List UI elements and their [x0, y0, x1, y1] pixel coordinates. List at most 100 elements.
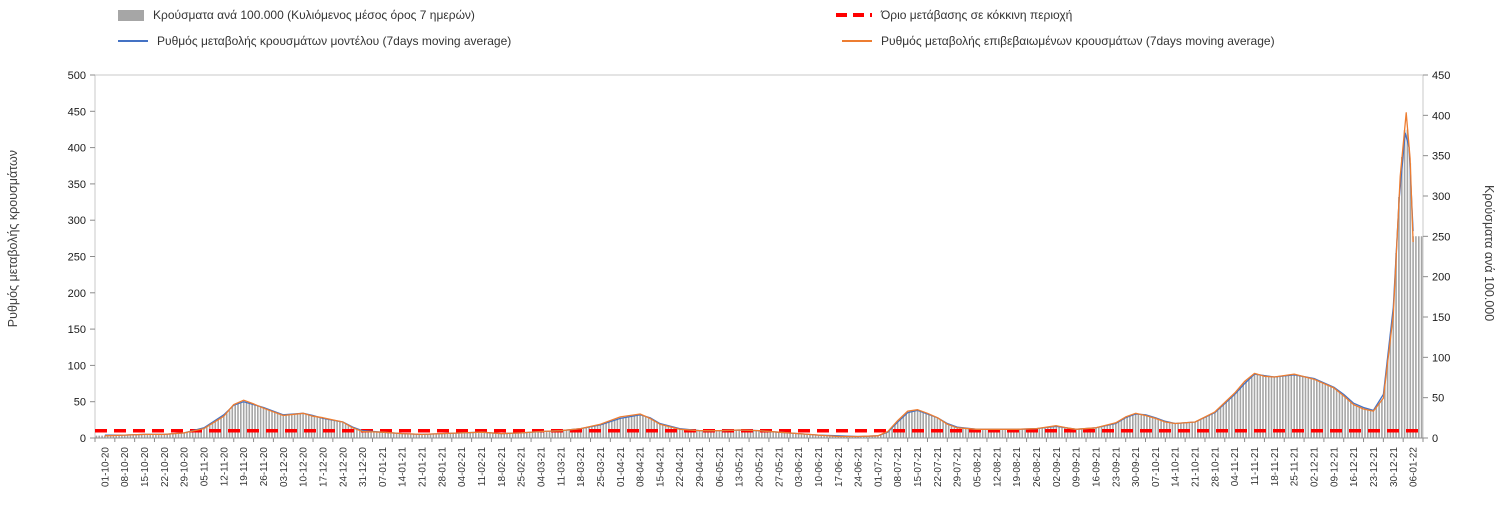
svg-text:14-10-21: 14-10-21 [1171, 447, 1182, 487]
legend-label-red-threshold: Όριο μετάβασης σε κόκκινη περιοχή [881, 8, 1073, 22]
bars-series-cases-per-100k [95, 129, 1423, 438]
svg-text:0: 0 [1432, 433, 1438, 445]
svg-text:08-07-21: 08-07-21 [893, 447, 904, 487]
svg-text:26-08-21: 26-08-21 [1032, 447, 1043, 487]
legend-label-model-rate: Ρυθμός μεταβολής κρουσμάτων μοντέλου (7d… [157, 34, 512, 48]
svg-text:100: 100 [68, 360, 86, 372]
svg-text:07-01-21: 07-01-21 [378, 447, 389, 487]
svg-text:400: 400 [1432, 110, 1450, 122]
svg-text:24-12-20: 24-12-20 [338, 447, 349, 487]
svg-text:10-06-21: 10-06-21 [814, 447, 825, 487]
svg-text:11-03-21: 11-03-21 [556, 447, 567, 487]
svg-text:01-04-21: 01-04-21 [616, 447, 627, 487]
svg-text:150: 150 [68, 324, 86, 336]
x-axis-labels: 01-10-20 08-10-20 15-10-20 22-10-20 29-10-20… [100, 447, 1419, 487]
svg-text:04-03-21: 04-03-21 [536, 447, 547, 487]
svg-text:300: 300 [68, 215, 86, 227]
svg-text:03-12-20: 03-12-20 [279, 447, 290, 487]
svg-text:19-11-20: 19-11-20 [239, 447, 250, 487]
svg-text:20-05-21: 20-05-21 [755, 447, 766, 487]
svg-text:22-04-21: 22-04-21 [675, 447, 686, 487]
svg-text:06-01-22: 06-01-22 [1409, 447, 1420, 487]
svg-text:08-04-21: 08-04-21 [636, 447, 647, 487]
svg-text:28-01-21: 28-01-21 [437, 447, 448, 487]
svg-text:09-09-21: 09-09-21 [1072, 447, 1083, 487]
svg-text:31-12-20: 31-12-20 [358, 447, 369, 487]
svg-text:100: 100 [1432, 352, 1450, 364]
svg-text:11-11-21: 11-11-21 [1250, 447, 1261, 486]
svg-text:22-07-21: 22-07-21 [933, 447, 944, 487]
svg-text:27-05-21: 27-05-21 [774, 447, 785, 487]
svg-text:18-03-21: 18-03-21 [576, 447, 587, 487]
svg-text:400: 400 [68, 143, 86, 155]
legend-item-confirmed-rate: Ρυθμός μεταβολής επιβεβαιωμένων κρουσμάτ… [842, 34, 1275, 48]
svg-text:0: 0 [80, 433, 86, 445]
svg-text:09-12-21: 09-12-21 [1329, 447, 1340, 487]
svg-text:11-02-21: 11-02-21 [477, 447, 488, 487]
svg-text:05-11-20: 05-11-20 [200, 447, 211, 487]
svg-text:29-07-21: 29-07-21 [953, 447, 964, 487]
bar-swatch-icon [118, 9, 144, 21]
y-axis-left: 0 50 100 150 200 250 300 350 400 450 500 [68, 70, 95, 445]
svg-text:25-11-21: 25-11-21 [1290, 447, 1301, 487]
svg-text:30-09-21: 30-09-21 [1131, 447, 1142, 487]
svg-text:04-02-21: 04-02-21 [457, 447, 468, 487]
legend-label-cases-per-100k: Κρούσματα ανά 100.000 (Κυλιόμενος μέσος … [153, 8, 475, 22]
svg-text:25-03-21: 25-03-21 [596, 447, 607, 487]
svg-text:50: 50 [1432, 393, 1444, 405]
svg-text:06-05-21: 06-05-21 [715, 447, 726, 487]
svg-text:04-11-21: 04-11-21 [1230, 447, 1241, 487]
svg-text:28-10-21: 28-10-21 [1210, 447, 1221, 487]
svg-text:150: 150 [1432, 312, 1450, 324]
svg-text:23-09-21: 23-09-21 [1111, 447, 1122, 487]
confirmed-rate-line [104, 112, 1414, 438]
y-axis-right: 0 50 100 150 200 250 300 350 400 450 [1423, 70, 1450, 445]
svg-text:29-04-21: 29-04-21 [695, 447, 706, 487]
svg-text:12-08-21: 12-08-21 [992, 447, 1003, 487]
svg-text:08-10-20: 08-10-20 [120, 447, 131, 487]
legend-item-model-rate: Ρυθμός μεταβολής κρουσμάτων μοντέλου (7d… [118, 34, 511, 48]
svg-text:18-02-21: 18-02-21 [497, 447, 508, 487]
svg-text:03-06-21: 03-06-21 [794, 447, 805, 487]
svg-text:26-11-20: 26-11-20 [259, 447, 270, 487]
svg-text:450: 450 [68, 106, 86, 118]
svg-text:15-07-21: 15-07-21 [913, 447, 924, 487]
svg-text:12-11-20: 12-11-20 [219, 447, 230, 487]
svg-text:17-12-20: 17-12-20 [318, 447, 329, 487]
svg-text:14-01-21: 14-01-21 [398, 447, 409, 487]
svg-text:02-09-21: 02-09-21 [1052, 447, 1063, 487]
x-axis [94, 438, 1424, 442]
svg-text:250: 250 [1432, 231, 1450, 243]
svg-text:01-10-20: 01-10-20 [100, 447, 111, 487]
legend-item-red-threshold: Όριο μετάβασης σε κόκκινη περιοχή [836, 8, 1072, 22]
svg-text:25-02-21: 25-02-21 [517, 447, 528, 487]
y-axis-label-right: Κρούσματα ανά 100.000 [1482, 185, 1496, 322]
svg-text:29-10-20: 29-10-20 [180, 447, 191, 487]
svg-text:16-09-21: 16-09-21 [1091, 447, 1102, 487]
svg-text:300: 300 [1432, 191, 1450, 203]
svg-text:250: 250 [68, 252, 86, 264]
svg-text:50: 50 [74, 397, 86, 409]
blue-line-swatch-icon [118, 40, 148, 42]
dashed-line-swatch-icon [836, 13, 872, 17]
svg-text:350: 350 [1432, 151, 1450, 163]
svg-text:19-08-21: 19-08-21 [1012, 447, 1023, 487]
svg-text:24-06-21: 24-06-21 [854, 447, 865, 487]
svg-text:10-12-20: 10-12-20 [299, 447, 310, 487]
svg-text:15-10-20: 15-10-20 [140, 447, 151, 487]
svg-text:200: 200 [68, 288, 86, 300]
svg-text:23-12-21: 23-12-21 [1369, 447, 1380, 487]
svg-text:200: 200 [1432, 272, 1450, 284]
model-rate-line [104, 132, 1414, 438]
svg-text:350: 350 [68, 179, 86, 191]
svg-text:01-07-21: 01-07-21 [873, 447, 884, 487]
svg-text:15-04-21: 15-04-21 [655, 447, 666, 487]
orange-line-swatch-icon [842, 40, 872, 42]
legend-label-confirmed-rate: Ρυθμός μεταβολής επιβεβαιωμένων κρουσμάτ… [881, 34, 1275, 48]
svg-text:17-06-21: 17-06-21 [834, 447, 845, 487]
legend-item-cases-per-100k: Κρούσματα ανά 100.000 (Κυλιόμενος μέσος … [118, 8, 475, 22]
svg-text:22-10-20: 22-10-20 [160, 447, 171, 487]
svg-text:16-12-21: 16-12-21 [1349, 447, 1360, 487]
